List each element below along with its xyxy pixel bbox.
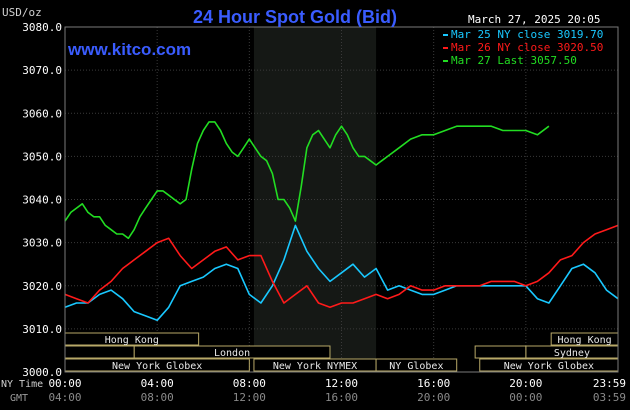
y-tick-label: 3050.0 [22,150,62,163]
x-tick-label-gmt: 12:00 [233,391,266,404]
session-bar-empty [474,345,527,359]
legend-label: Mar 25 NY close 3019.70 [451,28,603,41]
gmt-row-label: GMT [10,393,28,404]
x-tick-label-ny: 08:00 [233,377,266,390]
y-tick-label: 3000.0 [22,366,62,379]
x-tick-label-gmt: 00:00 [509,391,542,404]
session-bar [375,358,458,372]
y-tick-label: 3060.0 [22,107,62,120]
y-tick-label: 3070.0 [22,64,62,77]
session-bar-empty [64,345,135,359]
timestamp: March 27, 2025 20:05 [468,13,600,26]
y-tick-label: 3040.0 [22,194,62,207]
legend-swatch [443,47,448,49]
legend-swatch [443,34,448,36]
y-axis-ticks: 3080.0 3070.0 3060.0 3050.0 3040.0 3030.0 3020… [22,21,62,379]
y-tick-label: 3020.0 [22,280,62,293]
legend-label: Mar 26 NY close 3020.50 [451,41,603,54]
x-tick-label-ny: 23:59 [593,377,626,390]
session-label: Hong Kong [105,335,159,346]
legend-label: Mar 27 Last 3057.50 [451,54,577,67]
market-session-bars: Hong Kong Hong Kong London Sydney New York G… [64,332,619,372]
session-label: Hong Kong [557,335,611,346]
session-label: Sydney [554,348,590,359]
series-line [64,121,550,240]
x-tick-label-gmt: 16:00 [325,391,358,404]
x-tick-label-gmt: 08:00 [141,391,174,404]
y-tick-label: 3080.0 [22,21,62,34]
x-tick-label-ny: 16:00 [417,377,450,390]
site-watermark: www.kitco.com [67,40,191,59]
price-series-lines [64,121,619,322]
session-label: New York NYMEX [273,361,357,372]
x-tick-label-ny: 00:00 [48,377,81,390]
y-tick-label: 3030.0 [22,237,62,250]
x-tick-label-ny: 12:00 [325,377,358,390]
x-axis-ticks: 00:00 04:00 08:00 12:00 16:00 20:00 23:5904:00… [48,377,626,404]
x-tick-label-ny: 04:00 [141,377,174,390]
plot-frame [64,26,619,373]
session-label: New York Globex [504,361,594,372]
y-tick-label: 3010.0 [22,323,62,336]
series-line [64,224,619,309]
legend-swatch [443,60,448,62]
session-label: London [214,348,250,359]
unit-label: USD/oz [2,6,42,19]
session-label: NY Globex [389,361,443,372]
x-tick-label-gmt: 20:00 [417,391,450,404]
x-tick-label-gmt: 04:00 [48,391,81,404]
chart-title: 24 Hour Spot Gold (Bid) [193,7,397,27]
x-tick-label-ny: 20:00 [509,377,542,390]
nymex-session-shade [253,27,377,372]
session-label: New York Globex [112,361,202,372]
ny-time-row-label: NY Time [1,379,43,390]
x-tick-label-gmt: 03:59 [593,391,626,404]
